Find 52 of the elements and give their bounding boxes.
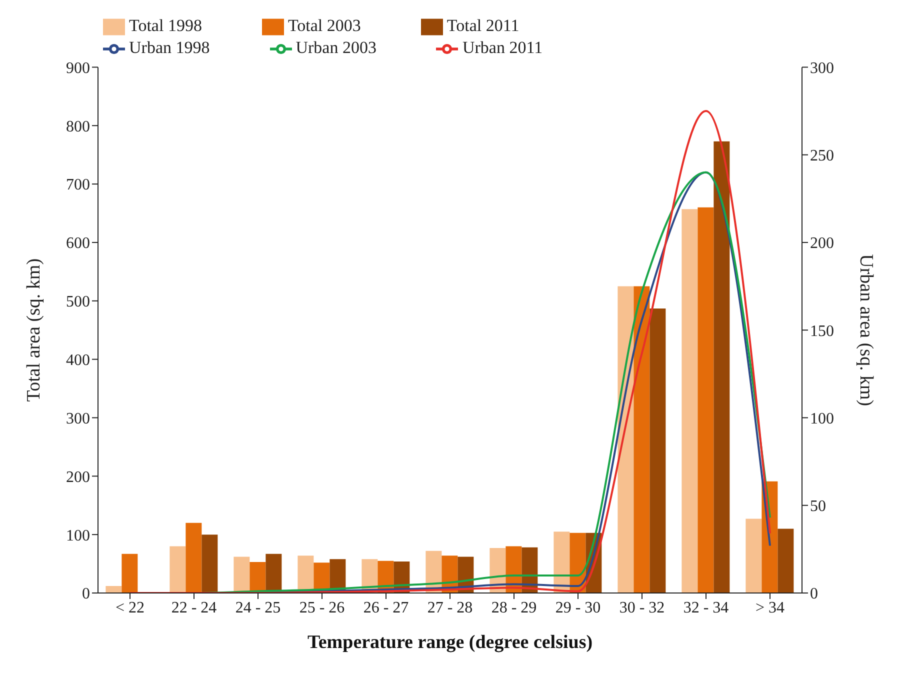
y-tick-label: 200 [66,468,90,486]
x-tick-label: < 22 [115,599,145,616]
y-tick-label: 600 [66,235,90,252]
bar [202,534,218,593]
legend-label: Urban 2011 [462,38,543,58]
bar [122,554,138,593]
x-tick-label: 26 - 27 [363,599,409,616]
y2-tick-label: 50 [810,498,826,516]
y2-tick-label: 100 [810,410,834,428]
x-tick-label: > 34 [755,599,785,616]
y2-tick-label: 250 [810,148,834,165]
y-tick-label: 500 [66,294,90,311]
bar [682,209,698,593]
y-tick-label: 400 [66,352,90,369]
x-tick-label: 29 - 30 [555,599,601,616]
y-tick-label: 0 [82,586,90,603]
y-tick-label: 300 [66,410,90,428]
y-tick-label: 100 [66,527,90,544]
x-tick-label: 22 - 24 [171,599,217,616]
bar [554,532,570,593]
bar [746,518,762,593]
bar [778,528,794,593]
bar [106,586,122,593]
bar [698,207,714,593]
x-tick-label: 30 - 32 [619,599,665,616]
y2-tick-label: 200 [810,235,834,252]
legend-label: Urban 1998 [129,38,210,58]
y2-tick-label: 150 [810,322,834,340]
x-tick-label: 25 - 26 [299,599,345,616]
bar [170,546,186,593]
y-tick-label: 900 [66,60,90,77]
y-axis-title: Total area (sq. km) [24,258,45,402]
bar [714,141,730,593]
y2-axis-title: Urban area (sq. km) [855,254,876,406]
legend-label: Total 1998 [129,16,202,35]
y2-tick-label: 300 [810,60,834,77]
x-tick-label: 27 - 28 [427,599,473,616]
legend-label: Total 2003 [288,16,361,35]
bar [250,562,266,593]
x-tick-label: 32 - 34 [683,599,729,616]
legend-label: Urban 2003 [296,38,376,58]
legend-label: Total 2011 [446,16,520,35]
y-tick-label: 800 [66,118,90,136]
bar [234,556,250,593]
bar [650,308,666,593]
y2-tick-label: 0 [810,586,818,603]
bar [634,286,650,593]
bar [186,522,202,593]
x-axis-title: Temperature range (degree celsius) [307,632,593,653]
y-tick-label: 700 [66,176,90,194]
x-tick-label: 24 - 25 [235,599,281,616]
x-tick-label: 28 - 29 [491,599,537,616]
